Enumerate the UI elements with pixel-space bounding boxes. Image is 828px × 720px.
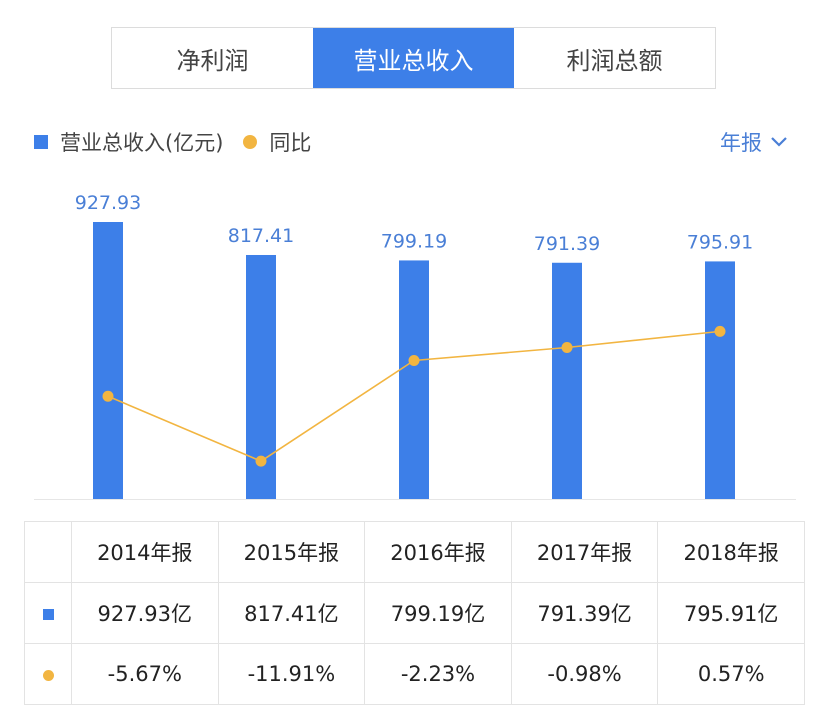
summary-table: 2014年报 2015年报 2016年报 2017年报 2018年报 927.9… [24, 521, 805, 705]
revenue-bar-label: 795.91 [687, 231, 753, 253]
table-header-cell: 2017年报 [510, 521, 659, 583]
revenue-legend-marker [34, 135, 48, 149]
table-header-cell: 2018年报 [657, 521, 805, 583]
table-cell: 791.39亿 [510, 582, 659, 644]
tab-total-revenue[interactable]: 营业总收入 [313, 28, 514, 88]
table-cell: 799.19亿 [364, 582, 512, 644]
yoy-point [714, 325, 726, 337]
revenue-bar [399, 260, 429, 499]
revenue-bar-label: 927.93 [75, 192, 141, 214]
table-header-cell: 2015年报 [217, 521, 366, 583]
metric-tabs: 净利润 营业总收入 利润总额 [111, 27, 716, 89]
yoy-point [102, 390, 114, 402]
table-cell: 817.41亿 [217, 582, 366, 644]
revenue-bar [705, 261, 735, 499]
yoy-row-marker-cell [24, 643, 72, 705]
yoy-point [561, 341, 573, 353]
yoy-row-marker [42, 670, 54, 681]
revenue-row-marker-cell [24, 582, 72, 644]
yoy-legend-label: 同比 [269, 131, 312, 155]
yoy-point [255, 455, 267, 467]
revenue-bar-label: 791.39 [534, 233, 600, 255]
table-header-row: 2014年报 2015年报 2016年报 2017年报 2018年报 [24, 521, 805, 583]
table-header-cell: 2014年报 [71, 521, 219, 583]
table-header-cell: 2016年报 [364, 521, 512, 583]
revenue-bar-label: 799.19 [381, 230, 447, 252]
table-cell: 795.91亿 [657, 582, 805, 644]
table-row-revenue: 927.93亿 817.41亿 799.19亿 791.39亿 795.91亿 [24, 582, 805, 644]
yoy-legend-marker [243, 135, 258, 149]
period-selector[interactable]: 年报 [720, 125, 788, 159]
table-cell: -11.91% [217, 643, 366, 705]
tab-net-profit[interactable]: 净利润 [176, 46, 249, 75]
table-cell: 0.57% [657, 643, 805, 705]
table-cell: -0.98% [510, 643, 659, 705]
table-cell: -2.23% [364, 643, 512, 705]
revenue-legend-label: 营业总收入(亿元) [60, 131, 224, 155]
table-row-yoy: -5.67% -11.91% -2.23% -0.98% 0.57% [24, 643, 805, 705]
tab-total-profit[interactable]: 利润总额 [566, 46, 663, 75]
table-cell: 927.93亿 [71, 582, 219, 644]
period-selector-label: 年报 [720, 131, 762, 155]
chevron-down-icon [771, 137, 787, 147]
revenue-chart: 927.93 817.41 799.19 791.39 795.91 [34, 192, 796, 500]
revenue-row-marker [42, 609, 54, 620]
chart-legend: 营业总收入(亿元) 同比 [34, 125, 311, 159]
revenue-bar [93, 222, 123, 499]
table-cell: -5.67% [71, 643, 219, 705]
table-corner-cell [24, 521, 72, 583]
revenue-bar [552, 262, 582, 499]
yoy-point [408, 354, 420, 366]
revenue-bar-label: 817.41 [228, 225, 294, 247]
